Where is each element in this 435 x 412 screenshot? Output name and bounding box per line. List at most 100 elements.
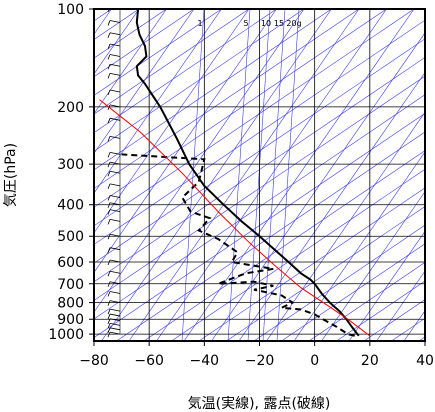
isotherm-line xyxy=(94,9,222,194)
adiabat-line xyxy=(336,280,425,341)
adiabat-line xyxy=(281,243,425,341)
wind-barb-flag xyxy=(107,136,111,142)
isotherm-line xyxy=(94,9,195,154)
x-tick-label: −60 xyxy=(134,353,164,369)
wind-barb xyxy=(109,209,121,213)
wind-barb-flag xyxy=(107,219,111,225)
wind-barb xyxy=(109,247,121,251)
wind-barb-flag xyxy=(107,54,111,60)
mixing-ratio-line xyxy=(247,9,271,341)
adiabat-line xyxy=(391,317,425,341)
adiabat-line xyxy=(94,75,425,301)
wind-barb xyxy=(109,20,121,23)
isotherm-line xyxy=(348,230,425,341)
wind-barb-flag xyxy=(107,43,111,50)
wind-barb-flag xyxy=(107,183,111,190)
wind-barb-flag xyxy=(107,331,111,338)
isotherm-line xyxy=(101,9,332,341)
y-axis-title: 気圧(hPa) xyxy=(3,143,19,207)
y-tick-label: 200 xyxy=(57,100,84,116)
wind-barb xyxy=(109,308,121,312)
isotherm-line xyxy=(293,151,425,341)
mixing-ratio-line xyxy=(181,9,205,341)
y-tick-label: 800 xyxy=(57,296,84,312)
wind-barb xyxy=(109,117,121,121)
x-tick-label: −80 xyxy=(79,353,109,369)
adiabat-line xyxy=(308,262,425,341)
wind-barb xyxy=(109,54,121,57)
adiabat-line xyxy=(94,94,425,320)
wind-barb-flag xyxy=(107,323,111,329)
y-tick-label: 500 xyxy=(57,229,84,245)
adiabat-line xyxy=(94,112,425,338)
wind-barb-flag xyxy=(107,152,111,158)
wind-barb-flag xyxy=(107,327,111,333)
wind-barb-flag xyxy=(107,195,111,201)
y-tick-label: 600 xyxy=(57,255,84,271)
adiabat-line xyxy=(198,187,425,341)
wind-barb-flag xyxy=(107,171,111,177)
wind-barb-flag xyxy=(107,259,111,266)
isotherm-line xyxy=(94,9,277,273)
isotherm-line xyxy=(376,270,425,341)
wind-barb-flag xyxy=(107,281,111,287)
isotherm-line xyxy=(238,71,425,341)
wind-barb-flag xyxy=(107,73,111,79)
x-axis-title: 気温(実線), 露点(破線) xyxy=(188,396,331,412)
wind-barb-flag xyxy=(107,234,111,240)
isotherm-line xyxy=(128,9,360,341)
wind-barb xyxy=(109,218,121,222)
adiabat-line xyxy=(94,57,425,283)
y-tick-label: 300 xyxy=(57,157,84,173)
adiabat-line xyxy=(94,38,425,264)
adiabat-line xyxy=(94,9,415,227)
temperature-line xyxy=(135,9,360,337)
x-tick-label: −20 xyxy=(245,353,275,369)
wind-barb xyxy=(109,270,121,274)
wind-barb xyxy=(109,313,121,317)
adiabat-line xyxy=(94,9,250,115)
y-tick-label: 1000 xyxy=(48,327,84,343)
wind-barb xyxy=(109,43,121,47)
wind-barb-flag xyxy=(107,89,111,96)
adiabat-line xyxy=(171,168,425,341)
wind-barb xyxy=(109,72,121,76)
wind-barb xyxy=(109,327,121,331)
y-tick-label: 400 xyxy=(57,198,84,214)
plot-area: 1 5 10 15 20g xyxy=(0,8,435,342)
wind-barb xyxy=(109,259,121,263)
wind-barb-flag xyxy=(107,313,111,320)
adiabat-line xyxy=(418,336,425,341)
wind-barb-flag xyxy=(107,209,111,215)
wind-barb xyxy=(109,202,121,206)
wind-barb-flag xyxy=(107,271,111,277)
wind-barb xyxy=(109,161,121,165)
adiabat-line xyxy=(94,9,222,96)
wind-barb xyxy=(109,233,121,237)
isotherm-line xyxy=(211,32,425,341)
isotherm-line xyxy=(0,9,2,341)
adiabat-line xyxy=(94,9,195,78)
adiabat-line xyxy=(94,9,332,171)
adiabat-line xyxy=(226,206,425,341)
mixing-ratio-label: 5 xyxy=(243,19,248,28)
mixing-ratio-label: 20g xyxy=(286,19,301,28)
wind-barb-flag xyxy=(107,161,111,168)
wind-barb-flag xyxy=(107,32,111,38)
wind-barb xyxy=(109,322,121,326)
wind-barb-flag xyxy=(107,300,111,306)
adiabat-line xyxy=(94,9,360,189)
parcel-line xyxy=(99,99,371,337)
mixing-ratio-line xyxy=(262,9,286,341)
wind-barb xyxy=(109,32,121,36)
isotherm-line xyxy=(94,9,305,313)
isotherm-line xyxy=(432,9,435,341)
wind-barb xyxy=(109,104,121,108)
wind-barb xyxy=(109,195,121,198)
wind-barb xyxy=(109,291,121,294)
wind-barb xyxy=(109,170,121,174)
x-tick-label: −40 xyxy=(190,353,220,369)
adiabat-line xyxy=(116,131,425,341)
isotherm-line xyxy=(94,9,140,75)
mixing-ratio-label: 10 xyxy=(261,19,271,28)
